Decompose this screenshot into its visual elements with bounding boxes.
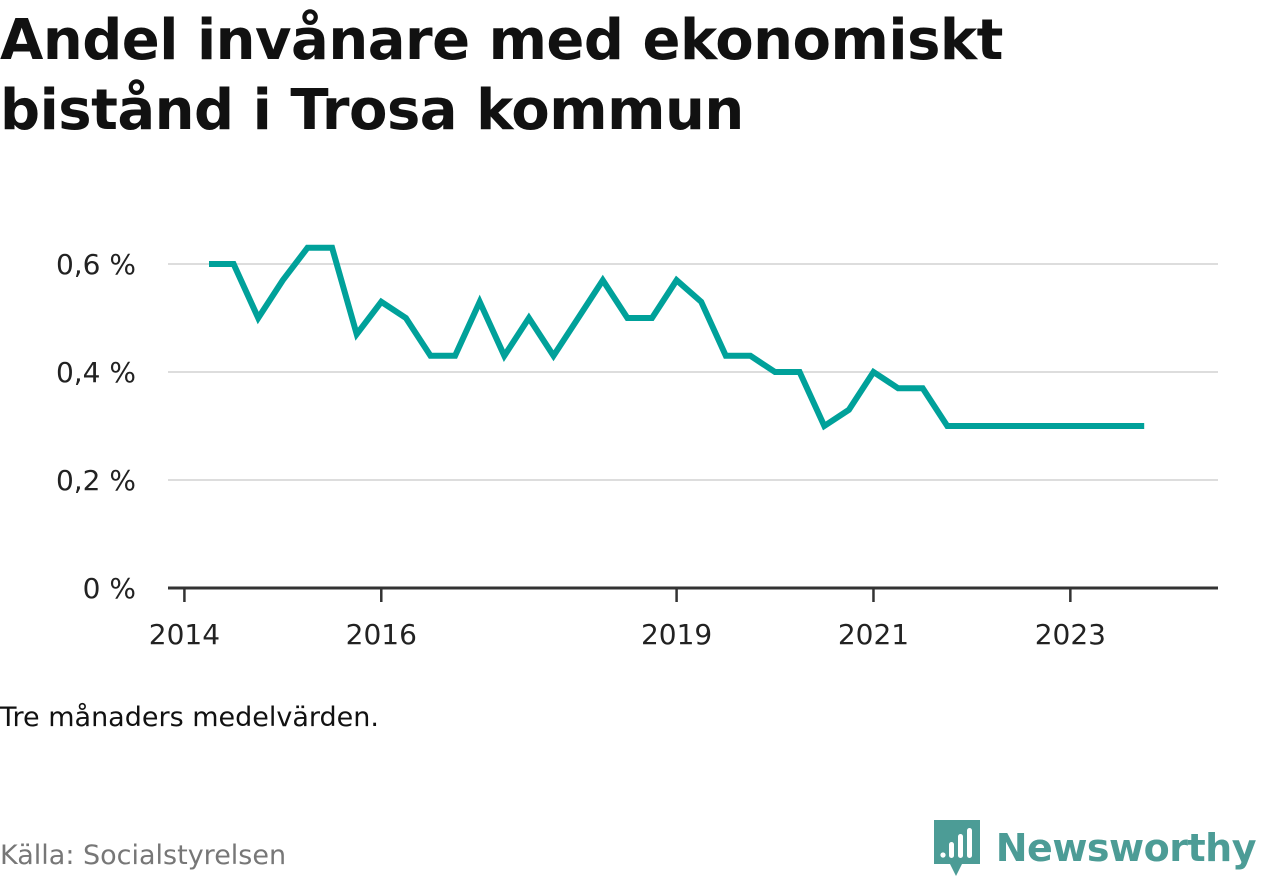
newsworthy-logo-icon: [933, 820, 980, 876]
x-axis: 2014 2016 2019 2021 2023: [149, 586, 1218, 651]
x-tick-label: 2014: [149, 618, 220, 651]
y-tick-label: 0,4 %: [56, 356, 136, 389]
x-tick-label: 2023: [1035, 618, 1106, 651]
y-tick-label: 0 %: [83, 572, 136, 605]
x-tick-label: 2021: [838, 618, 909, 651]
line-chart: 0 % 0,2 % 0,4 % 0,6 % 2014 2016 2019 2021 2023: [56, 244, 1218, 651]
series-line: [209, 244, 1145, 431]
chart-note: Tre månaders medelvärden.: [0, 702, 379, 733]
y-tick-label: 0,2 %: [56, 464, 136, 497]
source-text: Källa: Socialstyrelsen: [0, 840, 287, 871]
brand-logo[interactable]: Newsworthy: [932, 818, 1257, 878]
y-tick-label: 0,6 %: [56, 248, 136, 281]
chart-title: Andel invånare med ekonomiskt bistånd i …: [0, 8, 1003, 143]
brand-name: Newsworthy: [995, 826, 1257, 870]
x-tick-label: 2019: [641, 618, 712, 651]
grid-lines: [168, 263, 1218, 481]
y-axis-tick-labels: 0 % 0,2 % 0,4 % 0,6 %: [56, 248, 136, 605]
x-tick-label: 2016: [346, 618, 417, 651]
series-group: [209, 244, 1145, 431]
